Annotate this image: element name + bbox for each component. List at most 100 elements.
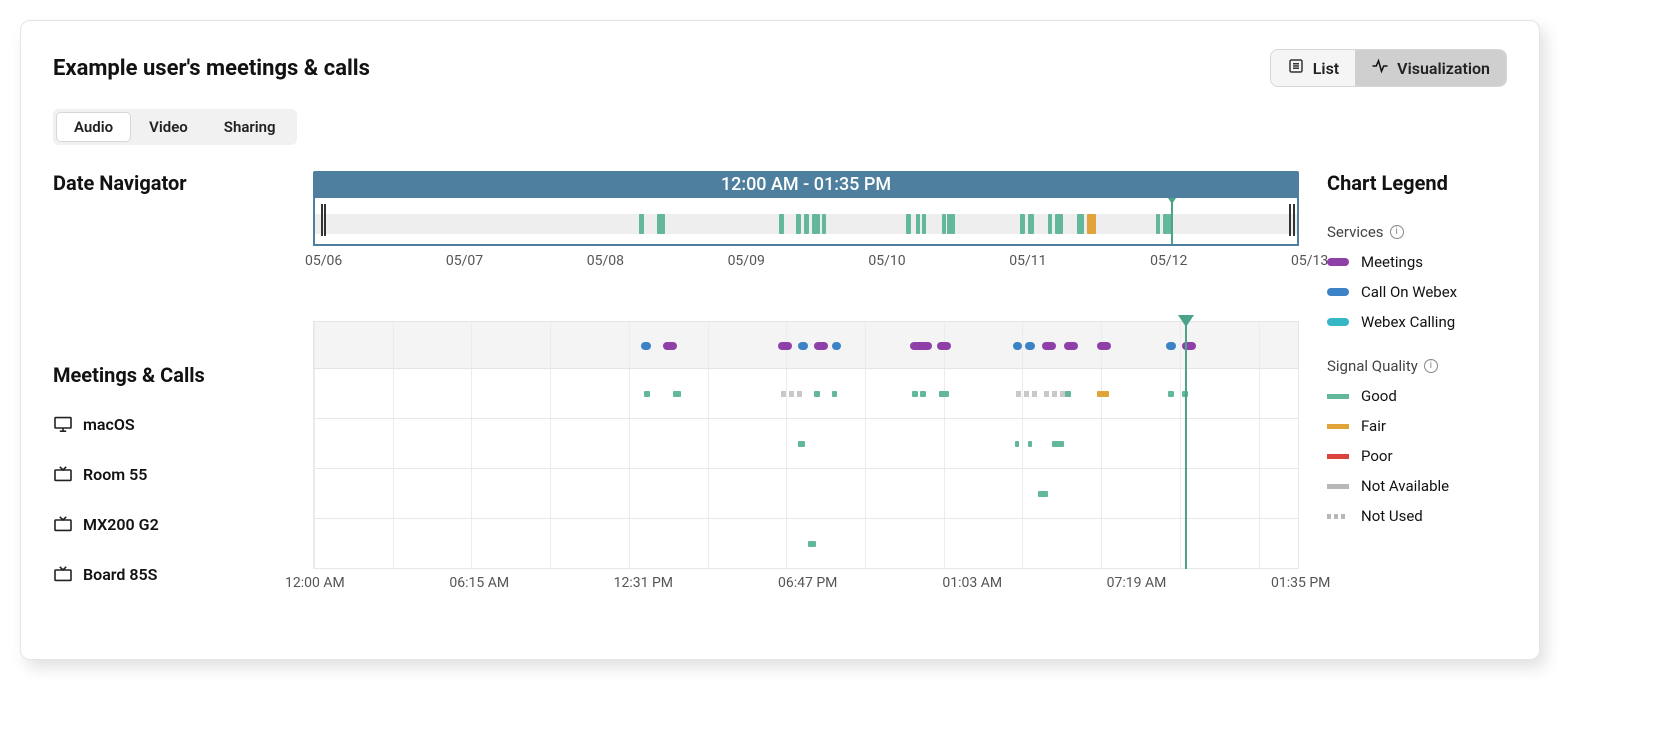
nav-event[interactable] bbox=[822, 214, 826, 234]
meeting-pill[interactable] bbox=[1013, 342, 1023, 350]
nav-event[interactable] bbox=[796, 214, 801, 234]
device-name: Room 55 bbox=[83, 465, 147, 484]
nav-event[interactable] bbox=[1156, 214, 1161, 234]
quality-mark[interactable] bbox=[939, 391, 949, 397]
meeting-pill[interactable] bbox=[1064, 342, 1078, 350]
device-name: Board 85S bbox=[83, 565, 157, 584]
legend-label: Call On Webex bbox=[1361, 283, 1457, 301]
quality-mark[interactable] bbox=[920, 391, 926, 397]
quality-mark-notused[interactable] bbox=[1016, 391, 1037, 397]
nav-event[interactable] bbox=[1087, 214, 1096, 234]
meetings-card: Example user's meetings & calls List Vi bbox=[20, 20, 1540, 660]
legend-label: Good bbox=[1361, 387, 1397, 405]
device-row-board-85s[interactable]: Board 85S bbox=[53, 549, 285, 599]
quality-mark[interactable] bbox=[1038, 491, 1048, 497]
meeting-pill[interactable] bbox=[1097, 342, 1111, 350]
meeting-pill[interactable] bbox=[641, 342, 651, 350]
meeting-pill[interactable] bbox=[1042, 342, 1056, 350]
meetings-calls-title: Meetings & Calls bbox=[53, 351, 285, 399]
legend-label: Not Used bbox=[1361, 507, 1423, 525]
list-view-button[interactable]: List bbox=[1271, 50, 1355, 86]
time-axis-label: 12:31 PM bbox=[614, 575, 673, 591]
device-row-macos[interactable]: macOS bbox=[53, 399, 285, 449]
nav-event[interactable] bbox=[1048, 214, 1053, 234]
device-row-room-55[interactable]: Room 55 bbox=[53, 449, 285, 499]
visualization-view-button[interactable]: Visualization bbox=[1355, 50, 1506, 86]
date-navigator[interactable]: 12:00 AM - 01:35 PM bbox=[313, 171, 1299, 249]
nav-current-marker[interactable] bbox=[1171, 198, 1173, 244]
nav-date-label: 05/06 bbox=[305, 253, 342, 269]
nav-event[interactable] bbox=[922, 214, 926, 234]
meeting-pill[interactable] bbox=[798, 342, 808, 350]
meeting-pill[interactable] bbox=[778, 342, 792, 350]
quality-mark[interactable] bbox=[644, 391, 650, 397]
date-navigator-track[interactable] bbox=[313, 198, 1299, 246]
date-range-label: 12:00 AM - 01:35 PM bbox=[313, 171, 1299, 198]
legend-item[interactable]: Webex Calling bbox=[1327, 313, 1507, 331]
meetings-calls-chart bbox=[313, 321, 1299, 569]
legend-label: Poor bbox=[1361, 447, 1393, 465]
time-axis-label: 01:35 PM bbox=[1271, 575, 1330, 591]
legend-item[interactable]: Call On Webex bbox=[1327, 283, 1507, 301]
nav-event[interactable] bbox=[1028, 214, 1034, 234]
nav-event[interactable] bbox=[804, 214, 809, 234]
meeting-pill[interactable] bbox=[832, 342, 842, 350]
legend-item[interactable]: Good bbox=[1327, 387, 1507, 405]
device-track bbox=[313, 469, 1299, 519]
meetings-calls-header-row bbox=[313, 321, 1299, 369]
date-navigator-title: Date Navigator bbox=[53, 171, 285, 195]
quality-mark-notused[interactable] bbox=[1044, 391, 1065, 397]
nav-event[interactable] bbox=[916, 214, 920, 234]
quality-mark[interactable] bbox=[1052, 441, 1064, 447]
nav-event[interactable] bbox=[906, 214, 911, 234]
page-title: Example user's meetings & calls bbox=[53, 56, 370, 81]
meeting-pill[interactable] bbox=[663, 342, 677, 350]
quality-mark[interactable] bbox=[1028, 441, 1032, 447]
time-axis-label: 06:47 PM bbox=[778, 575, 837, 591]
device-track bbox=[313, 519, 1299, 569]
quality-mark[interactable] bbox=[673, 391, 681, 397]
nav-event[interactable] bbox=[1077, 214, 1084, 234]
nav-date-label: 05/13 bbox=[1291, 253, 1328, 269]
meeting-pill[interactable] bbox=[814, 342, 828, 350]
nav-event[interactable] bbox=[947, 214, 955, 234]
legend-item[interactable]: Meetings bbox=[1327, 253, 1507, 271]
quality-mark[interactable] bbox=[814, 391, 820, 397]
nav-event[interactable] bbox=[661, 214, 665, 234]
nav-event[interactable] bbox=[1020, 214, 1025, 234]
info-icon[interactable]: i bbox=[1390, 225, 1404, 239]
legend-item[interactable]: Poor bbox=[1327, 447, 1507, 465]
quality-mark[interactable] bbox=[912, 391, 918, 397]
quality-mark[interactable] bbox=[1065, 391, 1071, 397]
meeting-pill[interactable] bbox=[1166, 342, 1176, 350]
tv-icon bbox=[53, 466, 73, 482]
legend-item[interactable]: Fair bbox=[1327, 417, 1507, 435]
tab-sharing[interactable]: Sharing bbox=[206, 112, 294, 142]
nav-event[interactable] bbox=[639, 214, 644, 234]
quality-mark[interactable] bbox=[1097, 391, 1109, 397]
nav-event[interactable] bbox=[942, 214, 947, 234]
legend-title: Chart Legend bbox=[1327, 171, 1507, 195]
monitor-icon bbox=[53, 416, 73, 432]
meeting-pill[interactable] bbox=[910, 342, 932, 350]
legend-item[interactable]: Not Available bbox=[1327, 477, 1507, 495]
nav-event[interactable] bbox=[779, 214, 784, 234]
meeting-pill[interactable] bbox=[1025, 342, 1035, 350]
nav-event[interactable] bbox=[812, 214, 820, 234]
quality-mark[interactable] bbox=[832, 391, 838, 397]
info-icon[interactable]: i bbox=[1424, 359, 1438, 373]
legend-item[interactable]: Not Used bbox=[1327, 507, 1507, 525]
quality-mark[interactable] bbox=[798, 441, 805, 447]
tab-video[interactable]: Video bbox=[131, 112, 206, 142]
legend-services-label: Services i bbox=[1327, 223, 1507, 241]
tab-audio[interactable]: Audio bbox=[56, 112, 131, 142]
legend-quality-label: Signal Quality i bbox=[1327, 357, 1507, 375]
quality-mark[interactable] bbox=[1015, 441, 1019, 447]
quality-mark[interactable] bbox=[808, 541, 816, 547]
legend-label: Not Available bbox=[1361, 477, 1449, 495]
meeting-pill[interactable] bbox=[937, 342, 951, 350]
nav-event[interactable] bbox=[1055, 214, 1063, 234]
quality-mark-notused[interactable] bbox=[781, 391, 802, 397]
device-row-mx200-g2[interactable]: MX200 G2 bbox=[53, 499, 285, 549]
quality-mark[interactable] bbox=[1168, 391, 1174, 397]
